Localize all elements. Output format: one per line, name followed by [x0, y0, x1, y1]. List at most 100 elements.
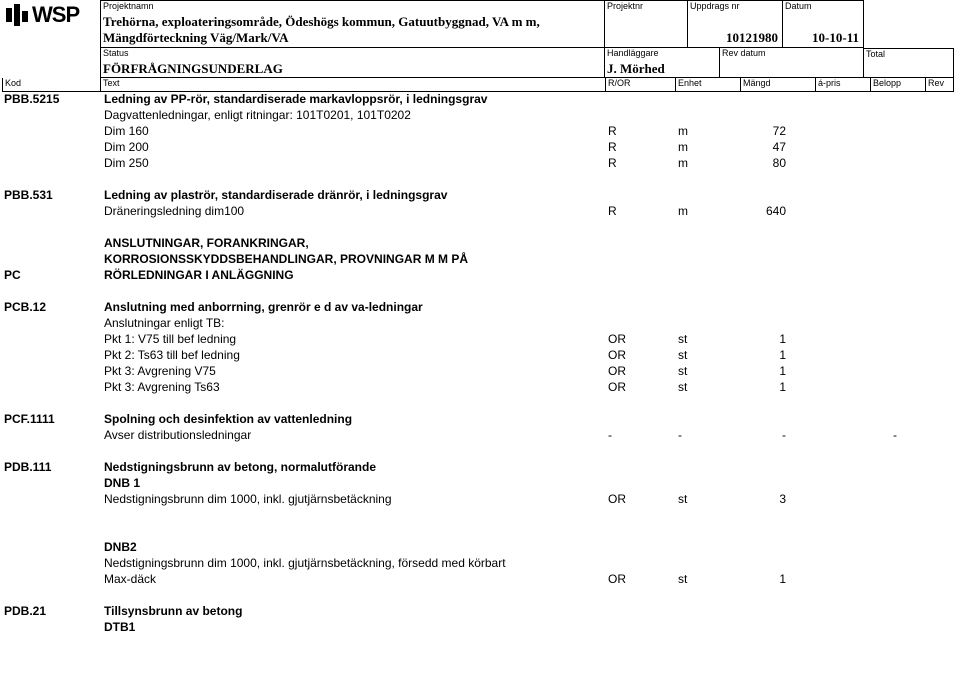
cell-code: PDB.21 [4, 604, 100, 618]
label-uppdragsnr: Uppdrags nr [688, 0, 783, 14]
cell-mangd: 1 [742, 380, 814, 394]
cell-enhet: m [678, 124, 738, 138]
status-value: FÖRFRÅGNINGSUNDERLAG [100, 61, 605, 78]
cell-text: Nedstigningsbrunn dim 1000, inkl. gjutjä… [104, 556, 604, 570]
table-row: Dagvattenledningar, enligt ritningar: 10… [0, 108, 960, 124]
cell-text: RÖRLEDNINGAR I ANLÄGGNING [104, 268, 604, 282]
table-row: PBB.531 Ledning av plaströr, standardiser… [0, 188, 960, 204]
cell-text: ANSLUTNINGAR, FORANKRINGAR, [104, 236, 604, 250]
cell-text: Dim 160 [104, 124, 604, 138]
gap [0, 508, 960, 524]
cell-mangd: 80 [742, 156, 814, 170]
cell-text: Max-däck [104, 572, 604, 586]
cell-text: Pkt 3: Avgrening Ts63 [104, 380, 604, 394]
col-kod: Kod [2, 78, 102, 92]
datum-value: 10-10-11 [783, 14, 864, 48]
cell-ror: OR [608, 364, 673, 378]
col-apris: á-pris [815, 78, 870, 92]
cell-enhet: st [678, 332, 738, 346]
table-row: Pkt 2: Ts63 till bef ledningORst1 [0, 348, 960, 364]
table-row: Pkt 1: V75 till bef ledning OR st 1 [0, 332, 960, 348]
cell-code: PBB.531 [4, 188, 100, 202]
column-headers: Kod Text R/OR Enhet Mängd á-pris Belopp … [0, 78, 960, 92]
project-name: Trehörna, exploateringsområde, Ödeshögs … [100, 14, 605, 48]
table-row: Dim 200Rm47 [0, 140, 960, 156]
label-datum: Datum [783, 0, 864, 14]
cell-belopp: - [870, 428, 920, 442]
col-belopp: Belopp [870, 78, 925, 92]
cell-text: Ledning av PP-rör, standardiserade marka… [104, 92, 604, 106]
label-status: Status [100, 48, 605, 61]
cell-mangd: 1 [742, 364, 814, 378]
cell-code: PBB.5215 [4, 92, 100, 106]
table-row: PC RÖRLEDNINGAR I ANLÄGGNING [0, 268, 960, 284]
cell-enhet: st [678, 348, 738, 362]
table-row: Dim 160 Rm 72 [0, 124, 960, 140]
cell-text: Pkt 2: Ts63 till bef ledning [104, 348, 604, 362]
gap [0, 588, 960, 604]
gap [0, 524, 960, 540]
cell-text: Avser distributionsledningar [104, 428, 604, 442]
table-row: Dräneringsledning dim100 Rm 640 [0, 204, 960, 220]
col-ror: R/OR [605, 78, 675, 92]
cell-text: Dim 200 [104, 140, 604, 154]
cell-text: Nedstigningsbrunn dim 1000, inkl. gjutjä… [104, 492, 604, 506]
cell-enhet: st [678, 380, 738, 394]
handlaggare-value: J. Mörhed [605, 61, 720, 78]
gap [0, 396, 960, 412]
table-row: KORROSIONSSKYDDSBEHANDLINGAR, PROVNINGAR… [0, 252, 960, 268]
cell-enhet: st [678, 492, 738, 506]
gap [0, 172, 960, 188]
col-rev: Rev [925, 78, 954, 92]
logo-text: WSP [32, 2, 79, 28]
cell-mangd: 72 [742, 124, 814, 138]
cell-text: Anslutningar enligt TB: [104, 316, 604, 330]
cell-ror: R [608, 124, 673, 138]
cell-text: DNB2 [104, 540, 604, 554]
table-row: Nedstigningsbrunn dim 1000, inkl. gjutjä… [0, 492, 960, 508]
cell-ror: R [608, 140, 673, 154]
table-row: DNB 1 [0, 476, 960, 492]
cell-code: PC [4, 268, 100, 282]
table-row: Pkt 3: Avgrening V75ORst1 [0, 364, 960, 380]
label-projektnr: Projektnr [605, 0, 688, 14]
cell-code: PCB.12 [4, 300, 100, 314]
cell-ror: R [608, 204, 673, 218]
cell-enhet: m [678, 204, 738, 218]
table-row: DNB2 [0, 540, 960, 556]
logo-bars [6, 4, 30, 26]
cell-mangd: 1 [742, 332, 814, 346]
cell-text: Ledning av plaströr, standardiserade drä… [104, 188, 604, 202]
cell-ror: OR [608, 332, 673, 346]
table-row: PCB.12Anslutning med anborrning, grenrör… [0, 300, 960, 316]
col-text: Text [100, 78, 605, 92]
cell-mangd: 1 [742, 572, 814, 586]
cell-text: Pkt 1: V75 till bef ledning [104, 332, 604, 346]
cell-ror: OR [608, 492, 673, 506]
cell-text: DTB1 [104, 620, 604, 634]
cell-text: DNB 1 [104, 476, 604, 490]
total-value [864, 61, 954, 78]
col-enhet: Enhet [675, 78, 740, 92]
cell-code: PDB.111 [4, 460, 100, 474]
cell-text: Nedstigningsbrunn av betong, normalutför… [104, 460, 604, 474]
cell-ror: R [608, 156, 673, 170]
gap [0, 284, 960, 300]
wsp-logo: WSP [6, 2, 79, 28]
table-row: Nedstigningsbrunn dim 1000, inkl. gjutjä… [0, 556, 960, 572]
cell-text: Dräneringsledning dim100 [104, 204, 604, 218]
table-row: Dim 250Rm80 [0, 156, 960, 172]
cell-enhet: st [678, 572, 738, 586]
gap [0, 444, 960, 460]
col-mangd: Mängd [740, 78, 815, 92]
label-handlaggare: Handläggare [605, 48, 720, 61]
table-row: PDB.111 Nedstigningsbrunn av betong, norm… [0, 460, 960, 476]
cell-ror: OR [608, 380, 673, 394]
cell-mangd: 640 [742, 204, 814, 218]
projektnr-value [605, 14, 688, 48]
table-row: Max-däckORst1 [0, 572, 960, 588]
label-revdatum: Rev datum [720, 48, 864, 61]
cell-enhet: m [678, 140, 738, 154]
cell-enhet: st [678, 364, 738, 378]
cell-code: PCF.1111 [4, 412, 100, 426]
